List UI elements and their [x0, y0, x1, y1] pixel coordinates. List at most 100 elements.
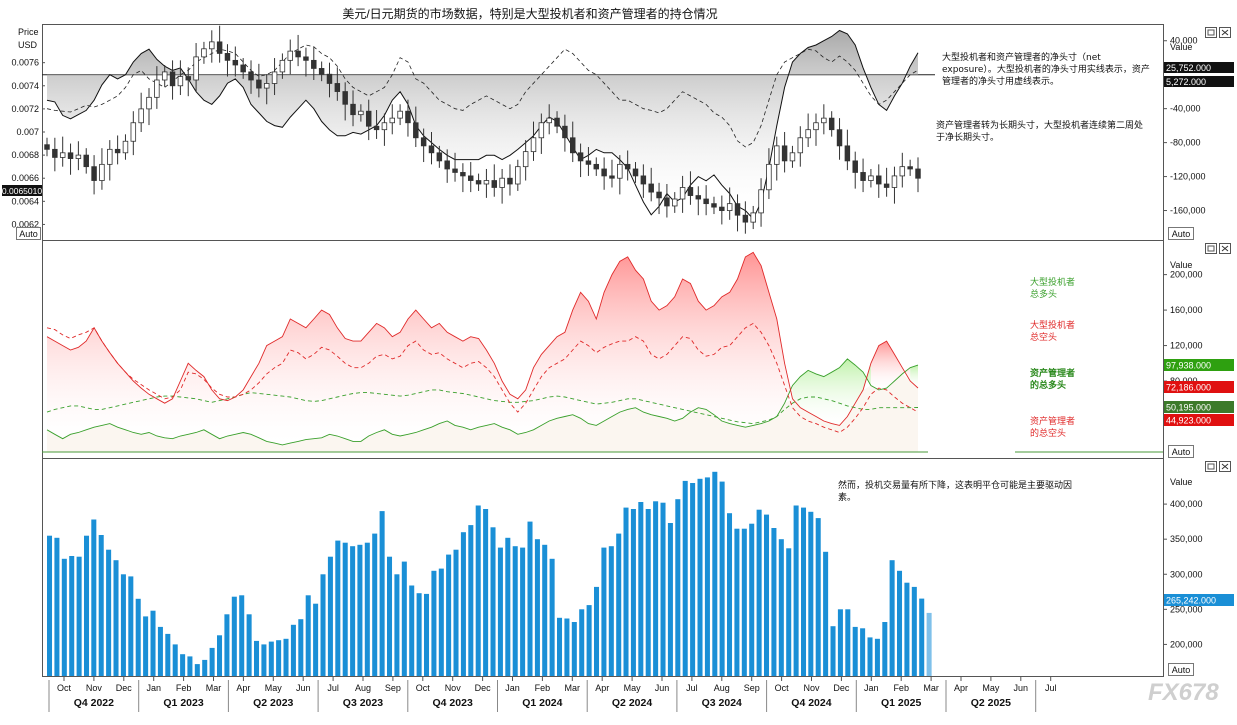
volume-bar	[394, 574, 400, 676]
legend-large-spec-short-line1: 大型投机者	[1030, 321, 1076, 331]
month-label: Jan	[505, 683, 520, 693]
month-label: Mar	[565, 683, 581, 693]
month-label: Nov	[445, 683, 462, 693]
net-tick-label: 40,000	[1170, 36, 1198, 46]
candle-body	[648, 183, 654, 193]
candle-body	[240, 64, 246, 73]
volume-bar	[305, 595, 311, 676]
legend-large-spec-long-line1: 大型投机者	[1030, 278, 1076, 288]
volume-bar	[527, 521, 533, 676]
month-label: Dec	[475, 683, 492, 693]
month-label: Jul	[327, 683, 339, 693]
candle-body	[491, 180, 498, 188]
candle-body	[781, 145, 788, 162]
candle-body	[813, 122, 819, 131]
price-value-auto-button[interactable]: Auto	[1168, 227, 1194, 240]
volume-bar	[845, 609, 851, 676]
volume-bar	[505, 537, 511, 676]
positions-tick-label: 160,000	[1170, 305, 1203, 315]
volume-bar	[483, 509, 489, 676]
volume-close-button[interactable]	[1219, 461, 1231, 472]
volume-bar	[808, 511, 814, 676]
price-restore-button[interactable]	[1205, 27, 1217, 38]
price-close-button[interactable]	[1219, 27, 1231, 38]
volume-bar	[557, 617, 563, 676]
price-axis-label: Price	[18, 27, 39, 37]
legend-large-spec-long-line2: 总多头	[1030, 290, 1058, 300]
volume-bar	[860, 628, 866, 676]
volume-tag-text: 265,242.000	[1166, 596, 1216, 606]
price-auto-button[interactable]: Auto	[16, 227, 41, 240]
candle-body	[318, 68, 325, 75]
volume-bar	[475, 505, 481, 676]
candle-body	[891, 175, 898, 188]
candle-body	[656, 191, 662, 199]
volume-bar	[231, 596, 237, 676]
volume-bar	[564, 618, 570, 676]
candle-body	[279, 59, 286, 73]
volume-bar	[623, 507, 629, 676]
volume-bar	[630, 509, 636, 676]
volume-restore-button[interactable]	[1205, 461, 1217, 472]
net-tag-asset-mgr: 5,272.000	[1164, 76, 1234, 87]
volume-bar	[815, 518, 821, 676]
positions-auto-button[interactable]: Auto	[1168, 445, 1194, 458]
candle-body	[358, 110, 364, 116]
volume-bar	[342, 542, 348, 676]
volume-bar	[431, 570, 437, 676]
volume-bar	[601, 547, 607, 676]
quarter-label: Q2 2024	[612, 697, 652, 709]
candle-body	[507, 177, 513, 185]
volume-bar	[675, 499, 681, 676]
candle-body	[52, 148, 58, 158]
candle-body	[562, 125, 568, 139]
volume-bar	[283, 638, 289, 676]
candle-body	[232, 59, 239, 66]
candle-body	[711, 203, 717, 208]
positions-close-button[interactable]	[1219, 243, 1231, 254]
volume-bar	[468, 525, 474, 676]
volume-bar	[61, 558, 67, 676]
volume-bar	[438, 568, 444, 676]
candle-body	[805, 129, 811, 139]
candle-body	[687, 187, 694, 196]
candle-body	[766, 163, 772, 191]
candle-body	[789, 152, 796, 162]
volume-bar	[608, 546, 614, 676]
candle-body	[193, 56, 199, 81]
candle-body	[828, 117, 835, 131]
volume-bar	[786, 548, 792, 676]
volume-bar	[534, 539, 540, 676]
month-label: Jul	[1045, 683, 1057, 693]
month-label: Jun	[296, 683, 311, 693]
volume-bar	[54, 537, 60, 676]
candle-body	[201, 48, 207, 58]
volume-bar	[520, 547, 526, 676]
volume-bar	[734, 528, 740, 676]
candle-body	[860, 172, 866, 181]
candle-body	[342, 91, 348, 105]
candle-body	[593, 163, 600, 170]
price-tick-label: 0.007	[16, 127, 39, 137]
volume-bar	[801, 507, 807, 676]
quarter-label: Q2 2023	[253, 697, 293, 709]
volume-auto-button[interactable]: Auto	[1168, 663, 1194, 676]
candle-body	[444, 160, 450, 170]
net-large-spec-area	[47, 30, 918, 219]
volume-bar	[364, 542, 370, 676]
candle-body	[577, 152, 584, 162]
positions-restore-button[interactable]	[1205, 243, 1217, 254]
volume-bar	[246, 614, 252, 676]
volume-value-label: Value	[1170, 477, 1192, 487]
price-tick-label: 0.0064	[11, 196, 39, 206]
axes: 0.0062 0.0064 0.0066 0.0068 0.007 0.0072 0.007…	[11, 36, 1206, 712]
net-asset-mgr-line	[46, 44, 919, 148]
candle-body	[876, 175, 882, 185]
candle-body	[161, 71, 168, 81]
candle-body	[522, 151, 529, 168]
volume-bar	[453, 549, 459, 676]
watermark: FX678	[1148, 679, 1219, 706]
candle-body	[758, 189, 764, 214]
legend-asset-mgr-short-line1: 资产管理者	[1030, 417, 1076, 427]
volume-bar	[261, 644, 267, 676]
